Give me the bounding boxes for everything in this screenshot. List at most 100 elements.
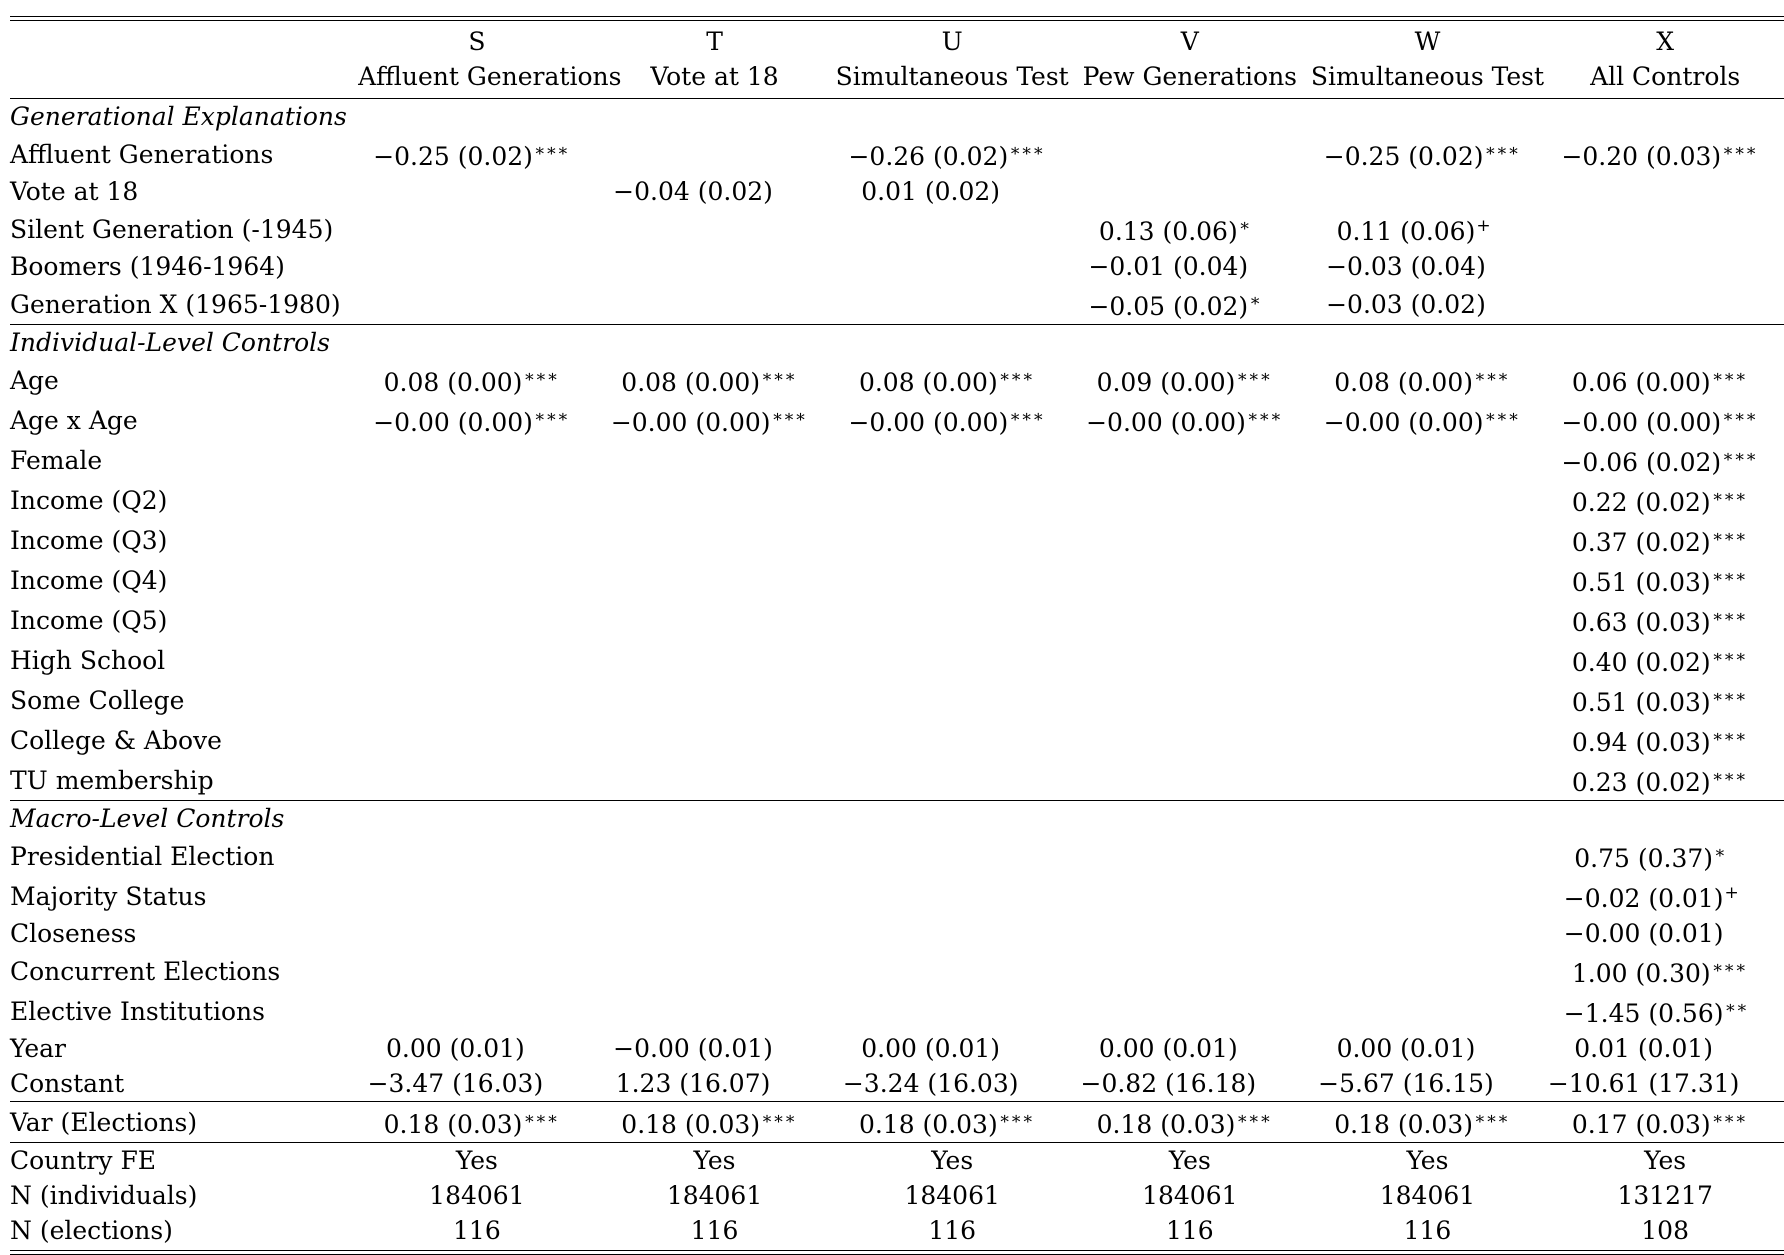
coefficient-value xyxy=(1168,523,1199,558)
coefficient-cell: 0.08 (0.00)∗∗∗ xyxy=(833,360,1071,400)
section-header-row: Generational Explanations xyxy=(10,98,1784,134)
coefficient-value xyxy=(693,563,724,598)
row-label: Boomers (1946-1964) xyxy=(10,252,285,281)
coefficient-cell xyxy=(1309,836,1547,876)
significance-marker: ∗∗∗ xyxy=(1484,407,1520,427)
coefficient-cell xyxy=(833,440,1071,480)
coefficient-value xyxy=(1168,879,1199,914)
significance-marker: ∗∗∗ xyxy=(523,367,559,387)
coefficient-value xyxy=(1644,212,1675,247)
table-row: Income (Q4) 0.51 (0.03)∗∗∗ xyxy=(10,560,1784,600)
footer-value: 116 xyxy=(1165,1216,1214,1245)
coefficient-value: −0.06 (0.02)∗∗∗ xyxy=(1561,440,1756,480)
row-label: Female xyxy=(10,445,103,475)
coefficient-value: −0.00 (0.01) xyxy=(613,1034,773,1063)
coefficient-cell: −0.00 (0.00)∗∗∗ xyxy=(833,400,1071,440)
coefficient-value xyxy=(455,994,486,1029)
column-name-row: Affluent Generations Vote at 18 Simultan… xyxy=(10,59,1784,99)
footer-row: N (individuals) 184061 184061 184061 184061 1… xyxy=(10,1178,1784,1213)
section-title: Individual-Level Controls xyxy=(10,324,1784,360)
significance-marker: ∗∗∗ xyxy=(1246,407,1282,427)
table-top-rule xyxy=(10,16,1784,21)
coefficient-value xyxy=(931,954,962,989)
section-header-row: Individual-Level Controls xyxy=(10,324,1784,360)
significance-marker: ∗ xyxy=(1249,291,1261,311)
coefficient-value: 0.51 (0.03)∗∗∗ xyxy=(1572,560,1746,600)
coefficient-cell: −0.01 (0.04) xyxy=(1071,249,1309,284)
coefficient-cell: 0.11 (0.06)+ xyxy=(1309,209,1547,249)
coefficient-value: −3.24 (16.03) xyxy=(842,1069,1019,1098)
coefficient-cell xyxy=(358,560,596,600)
table-row: Vote at 18 −0.04 (0.02) 0.01 (0.02) xyxy=(10,174,1784,209)
footer-value: Yes xyxy=(833,1142,1071,1178)
coefficient-cell xyxy=(596,916,834,951)
significance-marker: ∗∗∗ xyxy=(1711,647,1747,667)
coefficient-cell: −3.24 (16.03) xyxy=(833,1066,1071,1102)
row-label: Some College xyxy=(10,685,185,715)
coefficient-value xyxy=(693,839,724,874)
coefficient-value xyxy=(455,249,486,284)
coefficient-value xyxy=(1406,563,1437,598)
table-row: Presidential Election 0.75 (0.37)∗ xyxy=(10,836,1784,876)
coefficient-cell: −0.05 (0.02)∗ xyxy=(1071,284,1309,325)
coefficient-cell xyxy=(596,480,834,520)
coefficient-value: 0.01 (0.02) xyxy=(861,177,1001,206)
coefficient-cell: −0.00 (0.00)∗∗∗ xyxy=(358,400,596,440)
coefficient-cell: −0.00 (0.01) xyxy=(1546,916,1784,951)
coefficient-value xyxy=(693,763,724,798)
coefficient-cell xyxy=(833,916,1071,951)
coefficient-value xyxy=(693,287,724,322)
coefficient-value xyxy=(1168,174,1199,209)
coefficient-cell: −0.04 (0.02) xyxy=(596,174,834,209)
coefficient-cell xyxy=(833,640,1071,680)
coefficient-cell xyxy=(358,520,596,560)
coefficient-value xyxy=(693,443,724,478)
coefficient-cell xyxy=(833,876,1071,916)
coefficient-cell: 1.00 (0.30)∗∗∗ xyxy=(1546,951,1784,991)
coefficient-cell xyxy=(596,640,834,680)
coefficient-value xyxy=(1406,523,1437,558)
coefficient-value xyxy=(1168,916,1199,951)
coefficient-value xyxy=(693,137,724,172)
coefficient-cell xyxy=(1309,991,1547,1031)
coefficient-cell: 0.09 (0.00)∗∗∗ xyxy=(1071,360,1309,400)
coefficient-value: 0.18 (0.03)∗∗∗ xyxy=(621,1102,795,1142)
coefficient-value xyxy=(1168,137,1199,172)
row-label: Concurrent Elections xyxy=(10,956,281,986)
coefficient-cell xyxy=(833,520,1071,560)
significance-marker: ∗∗∗ xyxy=(1711,367,1747,387)
table-row: Elective Institutions −1.45 (0.56)∗∗ xyxy=(10,991,1784,1031)
coefficient-value xyxy=(1406,683,1437,718)
coefficient-value xyxy=(455,954,486,989)
coefficient-value xyxy=(455,683,486,718)
coefficient-cell: 0.13 (0.06)∗ xyxy=(1071,209,1309,249)
coefficient-cell: −3.47 (16.03) xyxy=(358,1066,596,1102)
table-body: Generational Explanations Affluent Genera… xyxy=(10,98,1784,1249)
coefficient-cell xyxy=(358,951,596,991)
coefficient-cell xyxy=(833,836,1071,876)
coefficient-value xyxy=(455,287,486,322)
coefficient-value: 0.08 (0.00)∗∗∗ xyxy=(1334,360,1508,400)
coefficient-value xyxy=(455,643,486,678)
coefficient-value: 0.08 (0.00)∗∗∗ xyxy=(859,360,1033,400)
coefficient-value: 0.63 (0.03)∗∗∗ xyxy=(1572,600,1746,640)
footer-row: N (elections) 116 116 116 116 116 108 xyxy=(10,1213,1784,1248)
coefficient-value: −0.03 (0.02) xyxy=(1326,289,1486,319)
table-row: Affluent Generations −0.25 (0.02)∗∗∗ −0.26… xyxy=(10,134,1784,174)
coefficient-cell xyxy=(833,249,1071,284)
coefficient-value: 0.22 (0.02)∗∗∗ xyxy=(1572,480,1746,520)
footer-value: 116 xyxy=(453,1216,501,1245)
footer-value: Yes xyxy=(1071,1142,1309,1178)
coefficient-cell: 0.37 (0.02)∗∗∗ xyxy=(1546,520,1784,560)
table-row: Age 0.08 (0.00)∗∗∗ 0.08 (0.00)∗∗∗ 0.08 (0.0… xyxy=(10,360,1784,400)
table-row: Closeness −0.00 (0.01) xyxy=(10,916,1784,951)
row-label: Vote at 18 xyxy=(10,177,139,206)
coefficient-cell: −0.00 (0.00)∗∗∗ xyxy=(1546,400,1784,440)
coefficient-cell: −10.61 (17.31) xyxy=(1546,1066,1784,1102)
coefficient-value xyxy=(693,212,724,247)
coefficient-cell xyxy=(833,760,1071,801)
coefficient-value: −0.03 (0.04) xyxy=(1326,252,1486,281)
coefficient-cell: 0.51 (0.03)∗∗∗ xyxy=(1546,560,1784,600)
coefficient-value: −5.67 (16.15) xyxy=(1318,1069,1494,1098)
column-name: All Controls xyxy=(1590,62,1741,91)
